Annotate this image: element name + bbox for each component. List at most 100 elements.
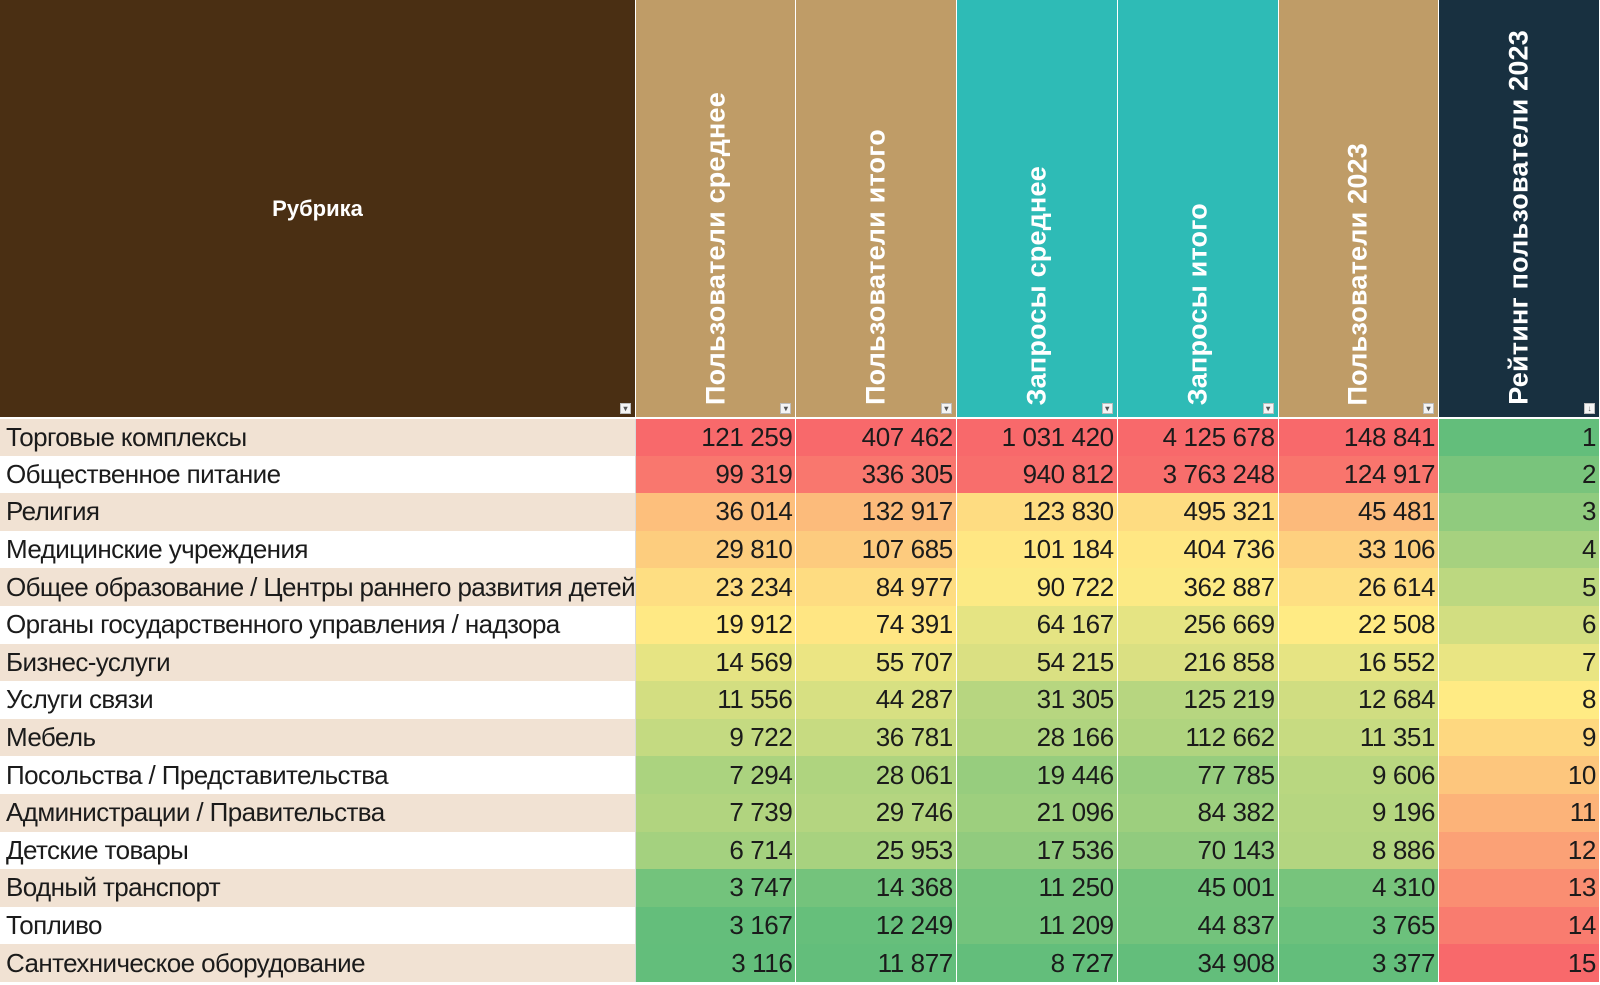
filter-dropdown-icon[interactable]: ▾ xyxy=(1262,403,1274,414)
requests-avg-cell[interactable]: 940 812 xyxy=(956,455,1118,494)
requests-avg-cell[interactable]: 17 536 xyxy=(956,831,1118,870)
requests-total-cell[interactable]: 495 321 xyxy=(1117,493,1279,531)
requests-avg-cell[interactable]: 8 727 xyxy=(956,944,1118,982)
users-2023-cell[interactable]: 22 508 xyxy=(1278,605,1440,644)
rating-cell[interactable]: 5 xyxy=(1438,568,1600,606)
requests-total-cell[interactable]: 3 763 248 xyxy=(1117,455,1279,494)
users-2023-cell[interactable]: 3 765 xyxy=(1278,906,1440,945)
header-users-avg[interactable]: Пользователи среднее ▾ xyxy=(635,0,797,419)
requests-avg-cell[interactable]: 54 215 xyxy=(956,643,1118,682)
users-2023-cell[interactable]: 9 606 xyxy=(1278,756,1440,794)
rubric-cell[interactable]: Религия xyxy=(0,493,637,531)
rating-cell[interactable]: 14 xyxy=(1438,906,1600,945)
rubric-cell[interactable]: Услуги связи xyxy=(0,681,637,719)
users-avg-cell[interactable]: 7 739 xyxy=(635,793,797,832)
users-2023-cell[interactable]: 45 481 xyxy=(1278,493,1440,531)
users-total-cell[interactable]: 74 391 xyxy=(795,605,957,644)
users-2023-cell[interactable]: 3 377 xyxy=(1278,944,1440,982)
rubric-cell[interactable]: Топливо xyxy=(0,906,637,945)
users-2023-cell[interactable]: 33 106 xyxy=(1278,530,1440,569)
users-2023-cell[interactable]: 16 552 xyxy=(1278,643,1440,682)
users-total-cell[interactable]: 44 287 xyxy=(795,681,957,719)
header-rubric[interactable]: Рубрика ▾ xyxy=(0,0,637,419)
requests-avg-cell[interactable]: 90 722 xyxy=(956,568,1118,606)
rubric-cell[interactable]: Общественное питание xyxy=(0,455,637,494)
users-total-cell[interactable]: 28 061 xyxy=(795,756,957,794)
filter-dropdown-icon[interactable]: ▾ xyxy=(1101,403,1113,414)
rating-cell[interactable]: 10 xyxy=(1438,756,1600,794)
rubric-cell[interactable]: Органы государственного управления / над… xyxy=(0,605,637,644)
users-total-cell[interactable]: 107 685 xyxy=(795,530,957,569)
users-2023-cell[interactable]: 124 917 xyxy=(1278,455,1440,494)
header-rating-2023[interactable]: Рейтинг пользователи 2023 ↓ xyxy=(1438,0,1600,419)
users-2023-cell[interactable]: 148 841 xyxy=(1278,418,1440,456)
rating-cell[interactable]: 7 xyxy=(1438,643,1600,682)
sort-filter-icon[interactable]: ↓ xyxy=(1584,403,1595,414)
rubric-cell[interactable]: Администрации / Правительства xyxy=(0,793,637,832)
users-2023-cell[interactable]: 9 196 xyxy=(1278,793,1440,832)
users-avg-cell[interactable]: 23 234 xyxy=(635,568,797,606)
requests-total-cell[interactable]: 125 219 xyxy=(1117,681,1279,719)
filter-dropdown-icon[interactable]: ▾ xyxy=(1423,403,1435,414)
requests-total-cell[interactable]: 77 785 xyxy=(1117,756,1279,794)
users-2023-cell[interactable]: 11 351 xyxy=(1278,718,1440,757)
users-total-cell[interactable]: 11 877 xyxy=(795,944,957,982)
rating-cell[interactable]: 9 xyxy=(1438,718,1600,757)
rubric-cell[interactable]: Сантехническое оборудование xyxy=(0,944,637,982)
requests-avg-cell[interactable]: 11 250 xyxy=(956,869,1118,907)
rubric-cell[interactable]: Мебель xyxy=(0,718,637,757)
users-total-cell[interactable]: 336 305 xyxy=(795,455,957,494)
requests-total-cell[interactable]: 34 908 xyxy=(1117,944,1279,982)
users-total-cell[interactable]: 84 977 xyxy=(795,568,957,606)
users-avg-cell[interactable]: 121 259 xyxy=(635,418,797,456)
requests-total-cell[interactable]: 256 669 xyxy=(1117,605,1279,644)
users-total-cell[interactable]: 132 917 xyxy=(795,493,957,531)
users-avg-cell[interactable]: 3 167 xyxy=(635,906,797,945)
users-avg-cell[interactable]: 19 912 xyxy=(635,605,797,644)
requests-total-cell[interactable]: 112 662 xyxy=(1117,718,1279,757)
users-total-cell[interactable]: 12 249 xyxy=(795,906,957,945)
users-2023-cell[interactable]: 12 684 xyxy=(1278,681,1440,719)
rating-cell[interactable]: 3 xyxy=(1438,493,1600,531)
requests-total-cell[interactable]: 4 125 678 xyxy=(1117,418,1279,456)
users-total-cell[interactable]: 25 953 xyxy=(795,831,957,870)
header-users-total[interactable]: Пользователи итого ▾ xyxy=(795,0,957,419)
users-avg-cell[interactable]: 11 556 xyxy=(635,681,797,719)
header-requests-total[interactable]: Запросы итого ▾ xyxy=(1117,0,1279,419)
requests-total-cell[interactable]: 404 736 xyxy=(1117,530,1279,569)
filter-dropdown-icon[interactable]: ▾ xyxy=(780,403,792,414)
users-2023-cell[interactable]: 26 614 xyxy=(1278,568,1440,606)
users-avg-cell[interactable]: 7 294 xyxy=(635,756,797,794)
requests-avg-cell[interactable]: 31 305 xyxy=(956,681,1118,719)
requests-avg-cell[interactable]: 123 830 xyxy=(956,493,1118,531)
header-users-2023[interactable]: Пользователи 2023 ▾ xyxy=(1278,0,1440,419)
header-requests-avg[interactable]: Запросы среднее ▾ xyxy=(956,0,1118,419)
users-total-cell[interactable]: 55 707 xyxy=(795,643,957,682)
requests-total-cell[interactable]: 84 382 xyxy=(1117,793,1279,832)
requests-total-cell[interactable]: 216 858 xyxy=(1117,643,1279,682)
users-avg-cell[interactable]: 6 714 xyxy=(635,831,797,870)
rating-cell[interactable]: 11 xyxy=(1438,793,1600,832)
users-avg-cell[interactable]: 3 747 xyxy=(635,869,797,907)
rating-cell[interactable]: 2 xyxy=(1438,455,1600,494)
users-total-cell[interactable]: 14 368 xyxy=(795,869,957,907)
requests-avg-cell[interactable]: 21 096 xyxy=(956,793,1118,832)
rubric-cell[interactable]: Медицинские учреждения xyxy=(0,530,637,569)
users-avg-cell[interactable]: 99 319 xyxy=(635,455,797,494)
rubric-cell[interactable]: Водный транспорт xyxy=(0,869,637,907)
rubric-cell[interactable]: Посольства / Представительства xyxy=(0,756,637,794)
rating-cell[interactable]: 8 xyxy=(1438,681,1600,719)
filter-dropdown-icon[interactable]: ▾ xyxy=(940,403,952,414)
rating-cell[interactable]: 15 xyxy=(1438,944,1600,982)
users-avg-cell[interactable]: 36 014 xyxy=(635,493,797,531)
requests-avg-cell[interactable]: 19 446 xyxy=(956,756,1118,794)
requests-avg-cell[interactable]: 101 184 xyxy=(956,530,1118,569)
requests-total-cell[interactable]: 70 143 xyxy=(1117,831,1279,870)
rating-cell[interactable]: 4 xyxy=(1438,530,1600,569)
rubric-cell[interactable]: Бизнес-услуги xyxy=(0,643,637,682)
requests-total-cell[interactable]: 362 887 xyxy=(1117,568,1279,606)
users-2023-cell[interactable]: 8 886 xyxy=(1278,831,1440,870)
rubric-cell[interactable]: Детские товары xyxy=(0,831,637,870)
requests-avg-cell[interactable]: 11 209 xyxy=(956,906,1118,945)
rubric-cell[interactable]: Торговые комплексы xyxy=(0,418,637,456)
